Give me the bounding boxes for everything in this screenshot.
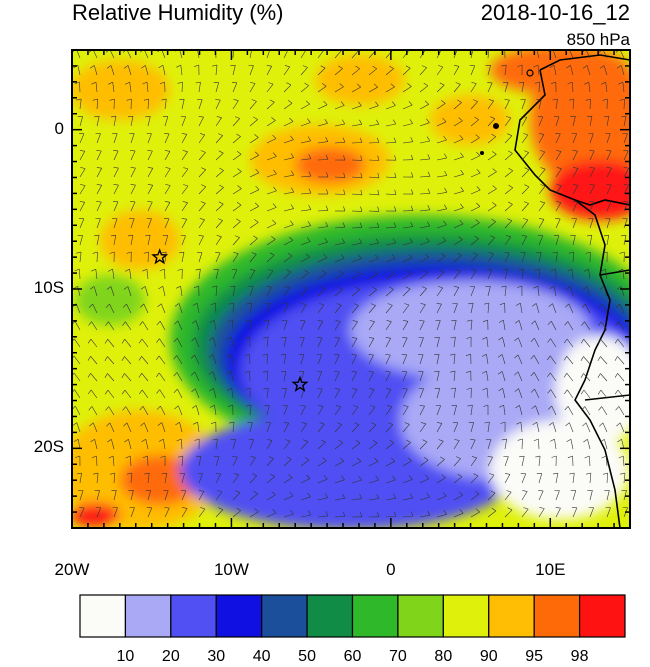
colorbar-label: 80: [434, 648, 453, 665]
y-tick-label: 0: [54, 118, 64, 138]
colorbar-label: 95: [525, 648, 544, 665]
colorbar-swatch: [397, 594, 444, 638]
star-marker-2: [291, 375, 309, 392]
colorbar-swatch: [578, 594, 626, 638]
colorbar: [79, 594, 626, 638]
pressure-level: 850 hPa: [566, 30, 630, 49]
timestamp: 2018-10-16_12: [480, 0, 630, 25]
y-tick-label: 10S: [33, 278, 64, 297]
colorbar-label: 10: [116, 648, 135, 665]
x-tick-label: 0: [386, 560, 396, 579]
colorbar-swatch: [306, 594, 354, 638]
axis-ticks: [71, 49, 631, 529]
colorbar-swatch: [170, 594, 217, 638]
colorbar-swatch: [215, 594, 263, 638]
colorbar-swatch: [442, 594, 490, 638]
colorbar-swatch: [488, 594, 535, 638]
colorbar-swatch: [533, 594, 581, 638]
wind-barbs: [72, 50, 629, 518]
colorbar-swatch: [261, 594, 308, 638]
colorbar-label: 70: [389, 648, 407, 665]
colorbar-swatch: [351, 594, 399, 638]
colorbar-label: 98: [570, 648, 589, 665]
colorbar-label: 50: [298, 648, 316, 665]
x-tick-label: 20W: [54, 560, 90, 579]
humidity-field: [72, 50, 630, 528]
x-tick-label: 10W: [213, 560, 249, 579]
colorbar-label: 60: [343, 648, 362, 665]
colorbar-swatch: [79, 594, 127, 638]
star-marker-1: [151, 248, 169, 265]
colorbar-label: 90: [479, 648, 498, 665]
x-tick-label: 10E: [535, 560, 566, 579]
colorbar-swatch: [124, 594, 172, 638]
colorbar-label: 20: [161, 648, 180, 665]
y-tick-label: 20S: [33, 437, 64, 457]
colorbar-label: 40: [252, 648, 271, 665]
colorbar-label: 30: [207, 648, 226, 665]
plot-title: Relative Humidity (%): [72, 0, 284, 25]
